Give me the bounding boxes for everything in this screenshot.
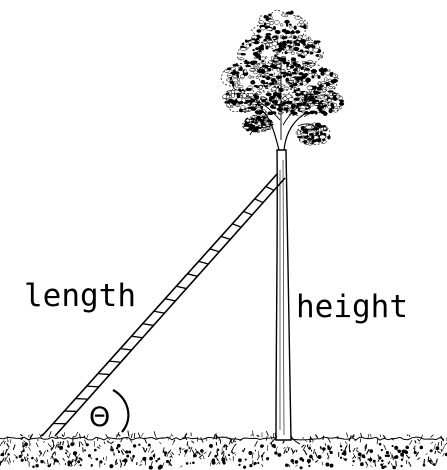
- ladder-rung: [232, 223, 242, 228]
- ladder-rung: [176, 285, 187, 290]
- ladder-rung: [120, 348, 132, 351]
- ladder-rung: [209, 248, 220, 253]
- ladder-rung: [153, 310, 165, 314]
- tree-trunk: [245, 60, 319, 445]
- ladder-rail-right: [54, 177, 286, 437]
- height-label: height: [296, 289, 408, 325]
- ladder: [41, 173, 286, 437]
- ladder-rung: [142, 323, 154, 327]
- ladder-rung: [109, 360, 121, 363]
- ladder-rung: [187, 273, 198, 277]
- angle-arc: [112, 389, 130, 433]
- ladder-rung: [164, 298, 176, 302]
- ladder-rung: [131, 335, 143, 339]
- ladder-rung: [97, 372, 110, 376]
- ladder-rung: [265, 185, 275, 191]
- ladder-rung: [198, 260, 209, 265]
- ground: [0, 430, 447, 470]
- ladder-rung: [86, 385, 99, 388]
- tree-canopy: [220, 9, 345, 146]
- ladder-rung: [254, 198, 264, 204]
- angle-theta-label: Θ: [89, 402, 111, 433]
- ladder-rung: [220, 235, 231, 241]
- ladder-rung: [243, 210, 253, 216]
- length-label: length: [24, 278, 136, 314]
- ladder-rail-left: [41, 173, 278, 437]
- ladder-rung: [75, 397, 88, 400]
